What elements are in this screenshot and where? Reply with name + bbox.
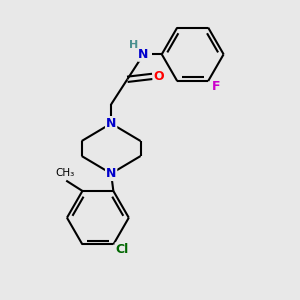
- Text: Cl: Cl: [116, 243, 129, 256]
- Text: N: N: [138, 48, 149, 61]
- Text: CH₃: CH₃: [55, 168, 74, 178]
- Text: N: N: [106, 117, 116, 130]
- Text: H: H: [129, 40, 138, 50]
- Text: F: F: [212, 80, 220, 93]
- Text: O: O: [154, 70, 164, 83]
- Text: N: N: [106, 167, 116, 180]
